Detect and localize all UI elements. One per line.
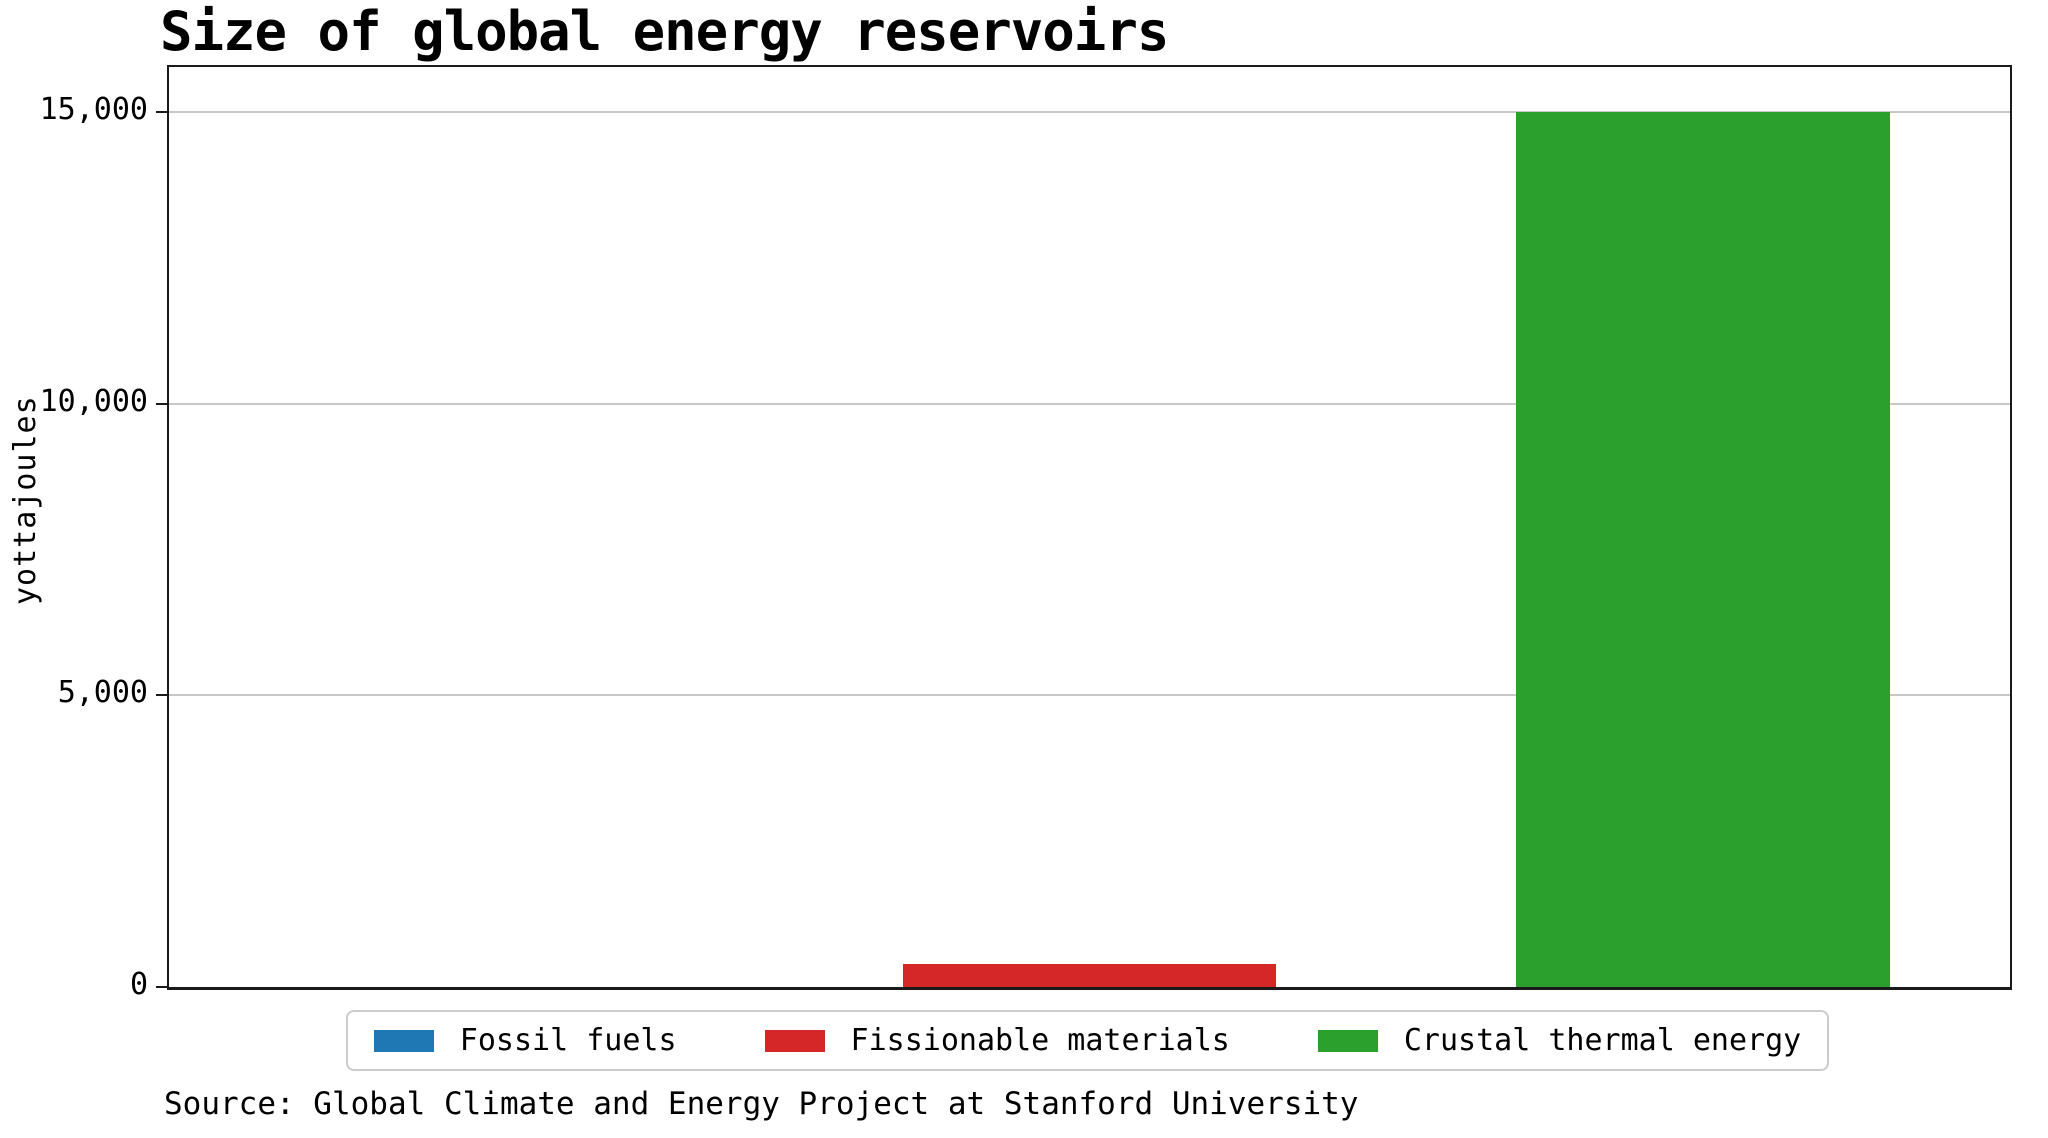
y-tick-label: 15,000 — [39, 91, 148, 127]
y-tick-0: 0 — [130, 970, 169, 1004]
gridline-15000 — [169, 110, 2010, 113]
legend-label: Fissionable materials — [850, 1023, 1230, 1058]
bar-crustal-thermal-energy — [1516, 111, 1891, 987]
legend-label: Fossil fuels — [459, 1023, 677, 1058]
legend-swatch-fossil-fuels — [373, 1029, 434, 1052]
y-tick-mark — [156, 402, 169, 405]
y-tick-mark — [156, 694, 169, 697]
legend-swatch-crustal-thermal-energy — [1317, 1029, 1378, 1052]
plot-area: 0 5,000 10,000 15,000 — [40, 65, 2012, 1000]
legend-row: Fossil fuels Fissionable materials Crust… — [167, 1010, 2008, 1071]
legend-item-crustal-thermal-energy: Crustal thermal energy — [1317, 1023, 1802, 1058]
y-tick-5000: 5,000 — [58, 678, 169, 712]
legend: Fossil fuels Fissionable materials Crust… — [345, 1010, 1830, 1071]
source-note: Source: Global Climate and Energy Projec… — [164, 1086, 1359, 1122]
bar-fissionable-materials — [902, 963, 1277, 987]
legend-item-fossil-fuels: Fossil fuels — [373, 1023, 677, 1058]
y-axis-label: yottajoules — [8, 395, 43, 605]
legend-swatch-fissionable-materials — [764, 1029, 825, 1052]
gridline-5000 — [169, 694, 2010, 697]
y-tick-15000: 15,000 — [39, 91, 169, 129]
chart-title: Size of global energy reservoirs — [160, 0, 1169, 63]
legend-item-fissionable-materials: Fissionable materials — [764, 1023, 1230, 1058]
y-tick-mark — [156, 986, 169, 988]
y-tick-mark — [156, 110, 169, 113]
gridline-10000 — [169, 402, 2010, 405]
y-tick-10000: 10,000 — [39, 383, 169, 421]
y-tick-label: 10,000 — [39, 383, 148, 419]
legend-label: Crustal thermal energy — [1403, 1023, 1802, 1058]
y-tick-label: 5,000 — [57, 675, 148, 711]
y-tick-label: 0 — [129, 967, 148, 1002]
